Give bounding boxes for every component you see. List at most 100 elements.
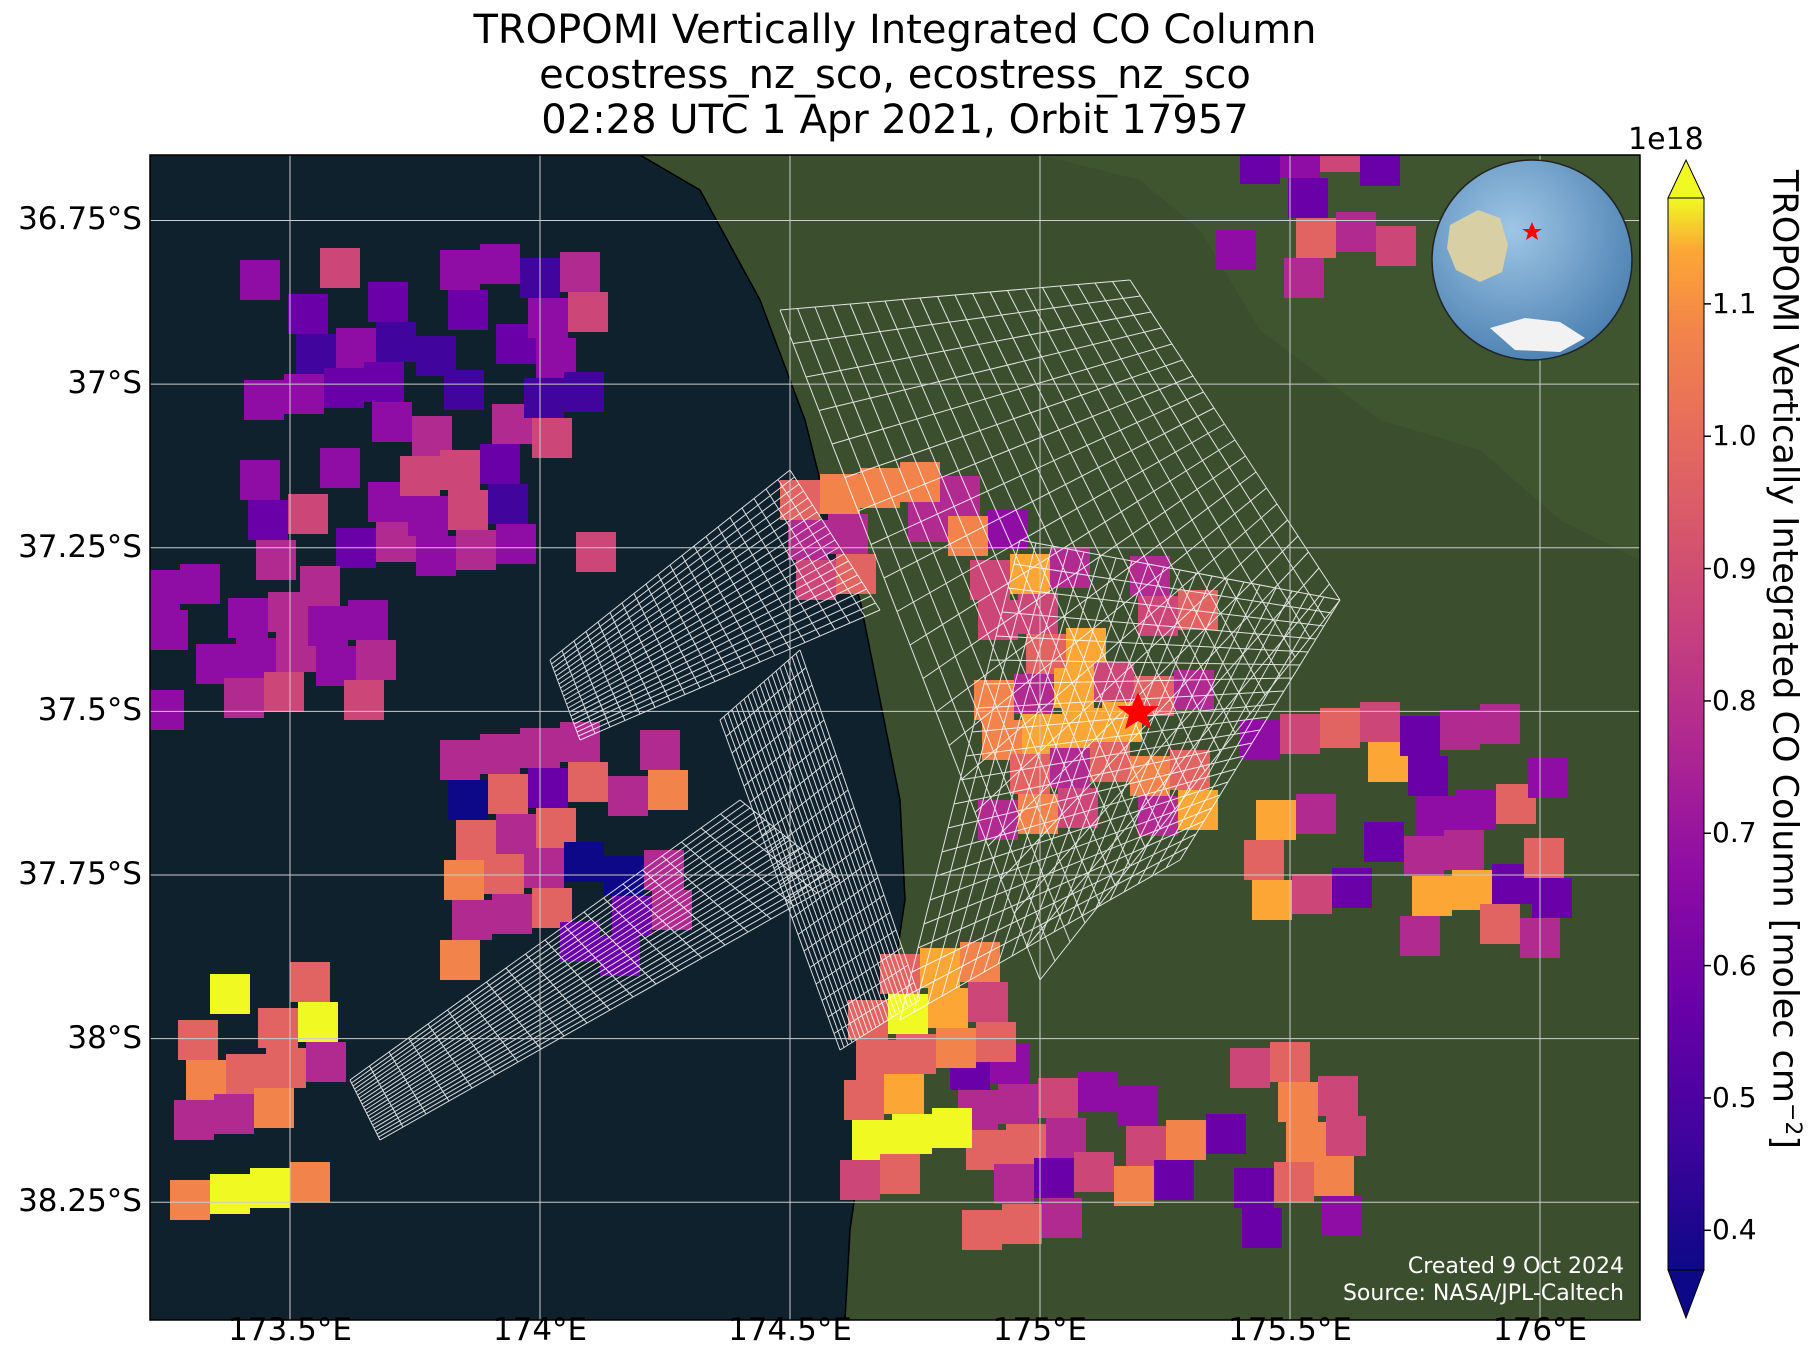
co-cell xyxy=(254,1088,294,1128)
co-cell xyxy=(1332,868,1372,908)
co-cell xyxy=(440,740,480,780)
globe-star-marker xyxy=(1522,222,1542,240)
co-cell xyxy=(1138,596,1178,636)
co-cell xyxy=(884,1074,924,1114)
co-cell xyxy=(1154,1160,1194,1200)
co-cell xyxy=(1174,670,1214,710)
co-cell xyxy=(244,380,284,420)
co-cell xyxy=(976,1022,1016,1062)
co-cell xyxy=(820,474,860,514)
co-cell xyxy=(1126,1126,1166,1166)
co-cell xyxy=(892,1114,932,1154)
co-cell xyxy=(444,860,484,900)
colorbar-gradient xyxy=(1668,198,1704,1270)
co-cell xyxy=(288,294,328,334)
co-cell xyxy=(150,570,180,610)
co-cell xyxy=(492,894,532,934)
co-cell xyxy=(214,1094,254,1134)
co-cell xyxy=(1242,1208,1282,1248)
created-date: Created 9 Oct 2024 xyxy=(1407,1254,1624,1279)
chart-subtitle: ecostress_nz_sco, ecostress_nz_sco xyxy=(539,52,1251,98)
gridlines xyxy=(150,155,1640,1320)
co-cell xyxy=(224,678,264,718)
co-cell xyxy=(836,554,876,594)
co-cell xyxy=(1078,1072,1118,1112)
co-cell xyxy=(1244,840,1284,880)
lon-tick-label: 174°E xyxy=(492,1312,588,1348)
co-cell xyxy=(236,638,276,678)
co-cell xyxy=(264,672,304,712)
co-cell xyxy=(1002,1204,1042,1244)
co-cell xyxy=(536,338,576,378)
co-cell xyxy=(966,1130,1006,1170)
co-cell xyxy=(324,368,364,408)
co-cell xyxy=(452,900,492,940)
co-cell xyxy=(306,1042,346,1082)
co-cell xyxy=(1400,716,1440,756)
co-cell xyxy=(978,600,1018,640)
co-cell xyxy=(448,290,488,330)
co-cell xyxy=(368,282,408,322)
co-cell xyxy=(1206,1114,1246,1154)
co-cell xyxy=(840,1160,880,1200)
co-cell xyxy=(536,808,576,848)
colorbar-label-exponent: −2 xyxy=(1780,1102,1805,1136)
co-cell xyxy=(356,640,396,680)
co-cell xyxy=(1360,155,1400,186)
co-cell xyxy=(1452,870,1492,910)
co-cell xyxy=(888,994,928,1034)
co-cell xyxy=(1042,1198,1082,1238)
co-cell xyxy=(488,484,528,524)
ecostress-footprint-grid xyxy=(779,279,1341,981)
co-cell xyxy=(1292,874,1332,914)
ecostress-footprint-grid xyxy=(549,469,881,741)
co-cell xyxy=(1252,880,1292,920)
co-cell xyxy=(400,456,440,496)
co-cell xyxy=(1234,1168,1274,1208)
co-cell xyxy=(290,1162,330,1202)
lon-tick-label: 173.5°E xyxy=(228,1312,352,1348)
co-cell xyxy=(1054,668,1094,708)
co-cell xyxy=(1326,1116,1366,1156)
co-cell xyxy=(524,848,564,888)
colorbar-tick-label: 0.9 xyxy=(1712,551,1757,585)
co-cell xyxy=(488,774,528,814)
co-cell xyxy=(1130,556,1170,596)
co-cell xyxy=(1320,155,1360,172)
co-cell xyxy=(970,560,1010,600)
colorbar-ticks xyxy=(1704,303,1711,1232)
co-cell xyxy=(372,402,412,442)
co-cell xyxy=(608,776,648,816)
co-cell xyxy=(408,496,448,536)
co-cell xyxy=(456,530,496,570)
ecostress-footprint-grid xyxy=(349,799,841,1141)
ecostress-footprint-grid xyxy=(899,539,1341,1021)
co-cell xyxy=(174,1100,214,1140)
co-cell xyxy=(1216,230,1256,270)
co-cell xyxy=(988,510,1028,550)
co-cell xyxy=(1444,830,1484,870)
co-cell xyxy=(210,974,250,1014)
ecostress-footprint-swath xyxy=(349,279,1341,1141)
colorbar-extend-max xyxy=(1667,158,1705,199)
co-cell xyxy=(1360,702,1400,742)
lon-tick-label: 175°E xyxy=(992,1312,1088,1348)
co-cell xyxy=(1278,1082,1318,1122)
co-cell xyxy=(296,334,336,374)
co-cell xyxy=(962,1210,1002,1250)
co-cell xyxy=(444,370,484,410)
co-cell xyxy=(336,328,376,368)
co-cell xyxy=(928,988,968,1028)
co-cell xyxy=(300,566,340,606)
co-cell xyxy=(880,1154,920,1194)
globe-australia xyxy=(1447,210,1508,282)
co-cell xyxy=(1318,1076,1358,1116)
co-cell xyxy=(948,516,988,556)
co-cell xyxy=(564,372,604,412)
co-cell xyxy=(896,1034,936,1074)
co-cell xyxy=(524,378,564,418)
co-cell xyxy=(1034,1158,1074,1198)
co-cell xyxy=(290,962,330,1002)
colorbar xyxy=(1667,158,1711,1320)
co-cell xyxy=(484,854,524,894)
